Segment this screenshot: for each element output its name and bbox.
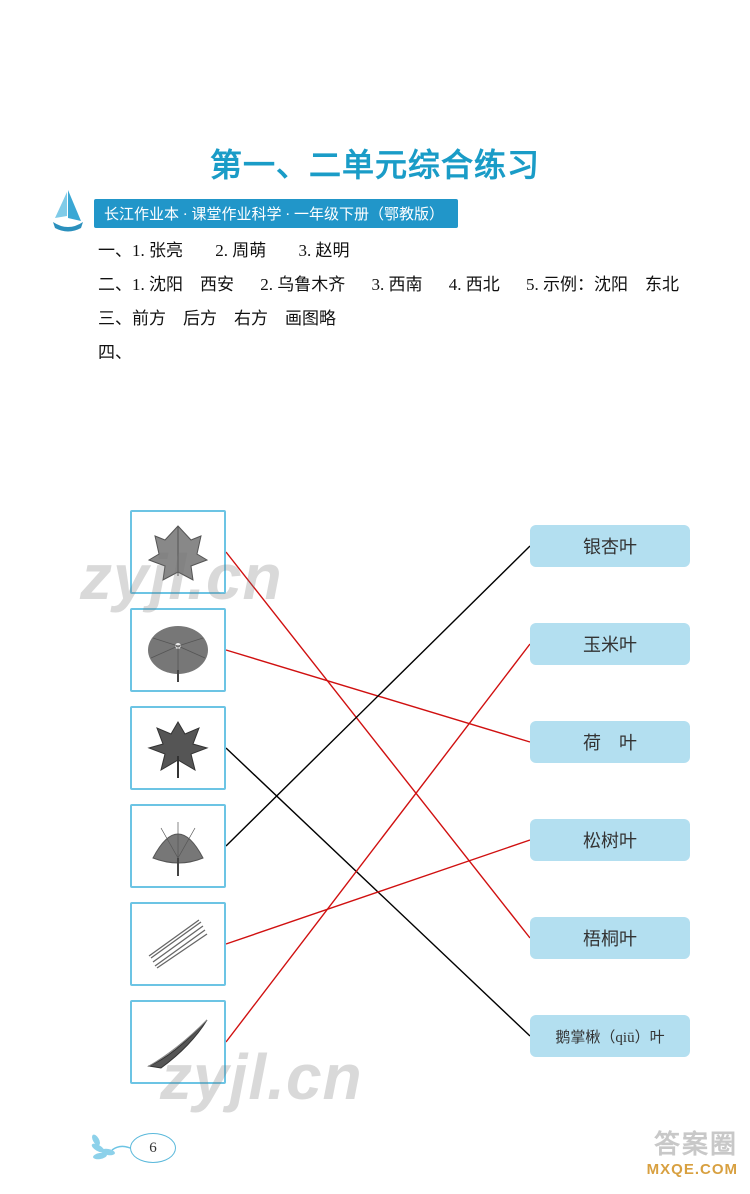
flower-icon (86, 1130, 134, 1166)
ans-2a: 二、1. 沈阳 西安 (98, 275, 234, 294)
header-text: 长江作业本 · 课堂作业科学 · 一年级下册（鄂教版） (104, 207, 444, 223)
page-header: 长江作业本 · 课堂作业科学 · 一年级下册（鄂教版） (48, 188, 458, 238)
ans-2c: 3. 西南 (372, 275, 423, 294)
page-number-text: 6 (149, 1140, 157, 1157)
answer-line-4: 四、 (98, 336, 678, 370)
corner-badge: 答案圈 MXQE.COM (647, 1124, 738, 1178)
answer-line-3: 三、前方 后方 右方 画图略 (98, 302, 678, 336)
header-banner: 长江作业本 · 课堂作业科学 · 一年级下册（鄂教版） (94, 199, 458, 228)
leaf-label: 银杏叶 (530, 525, 690, 567)
leaf-box (130, 804, 226, 888)
answer-line-1: 一、1. 张亮 2. 周萌 3. 赵明 (98, 234, 678, 268)
leaf-label: 玉米叶 (530, 623, 690, 665)
page-number: 6 (130, 1133, 176, 1163)
ans-1c: 3. 赵明 (299, 241, 350, 260)
ans-2e: 5. 示例：沈阳 东北 (526, 275, 679, 294)
badge-bot: MXQE.COM (647, 1161, 738, 1178)
leaf-label: 荷 叶 (530, 721, 690, 763)
ans-1b: 2. 周萌 (215, 241, 266, 260)
leaf-box (130, 1000, 226, 1084)
ans-1a: 一、1. 张亮 (98, 241, 183, 260)
matching-diagram: 银杏叶玉米叶荷 叶松树叶梧桐叶鹅掌楸（qiū）叶 (130, 510, 690, 1110)
leaf-box (130, 902, 226, 986)
sailboat-icon (48, 188, 88, 238)
leaf-label: 松树叶 (530, 819, 690, 861)
leaf-box (130, 706, 226, 790)
leaf-box (130, 608, 226, 692)
answer-line-2: 二、1. 沈阳 西安 2. 乌鲁木齐 3. 西南 4. 西北 5. 示例：沈阳 … (98, 268, 678, 302)
leaf-label: 鹅掌楸（qiū）叶 (530, 1015, 690, 1057)
page-footer: 6 (86, 1130, 176, 1166)
ans-2b: 2. 乌鲁木齐 (260, 275, 345, 294)
page-title: 第一、二单元综合练习 (0, 140, 750, 186)
ans-2d: 4. 西北 (449, 275, 500, 294)
leaf-box (130, 510, 226, 594)
leaf-label: 梧桐叶 (530, 917, 690, 959)
badge-top: 答案圈 (647, 1124, 738, 1161)
answer-block: 一、1. 张亮 2. 周萌 3. 赵明 二、1. 沈阳 西安 2. 乌鲁木齐 3… (98, 234, 678, 370)
